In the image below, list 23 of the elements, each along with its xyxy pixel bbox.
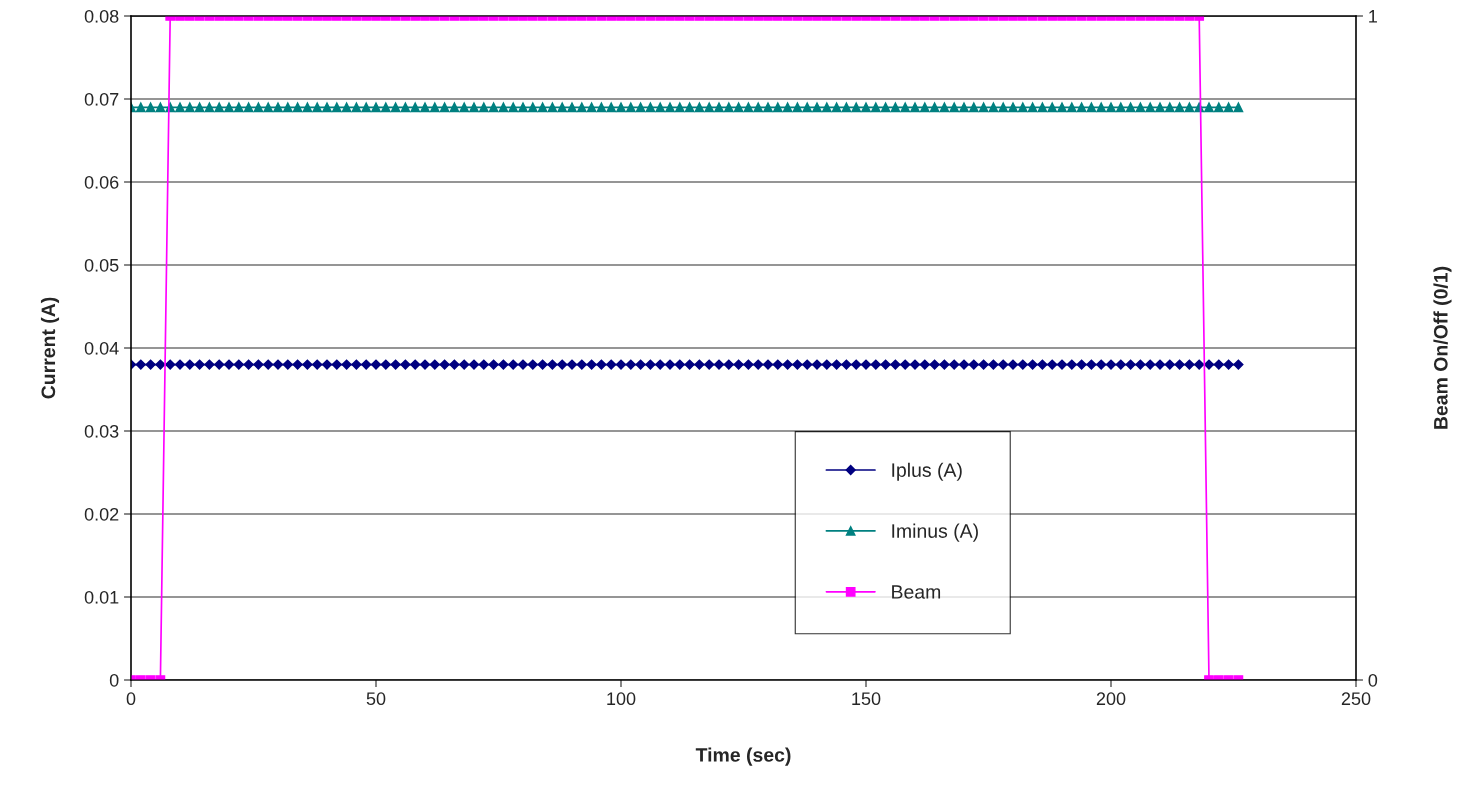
x-tick-label: 250	[1341, 692, 1371, 706]
y-tick-label: 0.08	[84, 9, 119, 23]
y-axis-title: Current (A)	[40, 297, 60, 399]
y-tick-label: 0.01	[84, 590, 119, 604]
y-tick-label: 0.06	[84, 175, 119, 189]
y-tick-label: 0.02	[84, 507, 119, 521]
legend-label: Iminus (A)	[892, 523, 978, 542]
x-tick-label: 0	[126, 692, 136, 706]
legend-label: Iplus (A)	[892, 462, 962, 481]
y2-tick-label: 1	[1369, 10, 1377, 23]
x-tick-label: 50	[366, 692, 386, 706]
y-tick-label: 0.07	[84, 92, 119, 106]
x-axis-title: Time (sec)	[695, 747, 791, 766]
x-tick-label: 100	[607, 692, 636, 706]
y-tick-label: 0.05	[84, 258, 119, 272]
y-tick-label: 0.04	[84, 341, 119, 355]
x-tick-label: 150	[852, 692, 881, 706]
y-tick-label: 0	[109, 673, 119, 687]
y2-axis-title: Beam On/Off (0/1)	[1433, 266, 1452, 429]
x-tick-label: 200	[1096, 692, 1126, 706]
y2-tick-label: 0	[1368, 673, 1378, 687]
y-tick-label: 0.03	[84, 424, 119, 438]
legend-label: Beam	[892, 585, 941, 599]
